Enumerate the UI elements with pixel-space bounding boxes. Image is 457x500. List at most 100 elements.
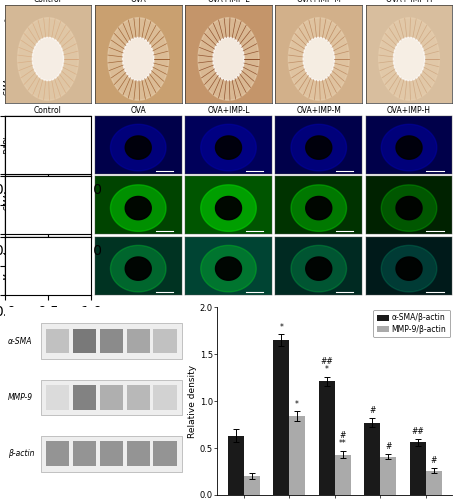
Bar [335,454,351,495]
Text: DAPI: DAPI [4,136,12,154]
Polygon shape [396,257,422,280]
Text: #: # [369,406,376,415]
Polygon shape [216,136,241,159]
Text: *: * [295,400,299,408]
FancyBboxPatch shape [100,329,123,353]
FancyBboxPatch shape [41,436,182,472]
Polygon shape [381,124,437,171]
Text: Merged: Merged [4,251,12,280]
Text: #: # [430,456,437,465]
Polygon shape [291,185,346,232]
Polygon shape [125,196,151,220]
Bar [319,382,335,495]
Polygon shape [201,246,256,292]
Text: α-SMA: α-SMA [8,336,33,345]
Polygon shape [379,18,440,100]
Title: OVA: OVA [130,0,146,4]
FancyBboxPatch shape [127,329,150,353]
FancyBboxPatch shape [100,385,123,409]
FancyBboxPatch shape [127,442,150,466]
Polygon shape [381,185,437,232]
Text: b: b [4,180,12,193]
Polygon shape [381,246,437,292]
Text: ##: ## [411,427,424,436]
Polygon shape [111,246,166,292]
FancyBboxPatch shape [154,385,177,409]
Polygon shape [20,246,76,292]
FancyBboxPatch shape [41,323,182,359]
FancyBboxPatch shape [100,442,123,466]
Text: c: c [4,468,12,480]
Bar [426,470,442,495]
Polygon shape [216,257,241,280]
Text: #: # [385,442,391,451]
Bar [380,456,396,495]
Polygon shape [396,136,422,159]
Title: OVA+IMP-L: OVA+IMP-L [207,106,250,115]
Title: Control: Control [34,0,62,4]
Legend: α-SMA/β-actin, MMP-9/β-actin: α-SMA/β-actin, MMP-9/β-actin [373,310,450,338]
Polygon shape [213,38,244,80]
Polygon shape [291,124,346,171]
Polygon shape [291,246,346,292]
Polygon shape [125,136,151,159]
Title: OVA+ IMP-H: OVA+ IMP-H [386,0,432,4]
Polygon shape [111,185,166,232]
FancyBboxPatch shape [46,442,69,466]
Title: OVA+IMP-L: OVA+IMP-L [207,0,250,4]
Polygon shape [198,18,259,100]
Polygon shape [125,257,151,280]
Polygon shape [122,38,154,80]
Title: OVA+IMP-M: OVA+IMP-M [296,0,341,4]
Title: Control: Control [34,106,62,115]
FancyBboxPatch shape [154,442,177,466]
Polygon shape [396,196,422,220]
Text: MMP-9: MMP-9 [8,393,33,402]
Polygon shape [216,196,241,220]
Bar [244,476,260,495]
Polygon shape [18,18,78,100]
Polygon shape [306,196,332,220]
Text: *: * [279,322,283,332]
Bar [289,416,305,495]
FancyBboxPatch shape [73,385,96,409]
Polygon shape [111,246,166,292]
Polygon shape [20,124,76,171]
Polygon shape [20,246,76,292]
Polygon shape [306,257,332,280]
Text: α-SMA: α-SMA [4,193,12,218]
Bar [364,422,380,495]
Bar [228,436,244,495]
FancyBboxPatch shape [46,385,69,409]
Title: OVA+IMP-H: OVA+IMP-H [387,106,431,115]
Polygon shape [108,18,169,100]
Text: ##
*: ## * [320,356,333,374]
Bar [273,340,289,495]
Polygon shape [35,257,61,280]
FancyBboxPatch shape [73,329,96,353]
Polygon shape [201,124,256,171]
Polygon shape [32,38,64,80]
Y-axis label: Relative density: Relative density [188,364,197,438]
Polygon shape [291,246,346,292]
Bar [410,442,426,495]
FancyBboxPatch shape [73,442,96,466]
Polygon shape [20,185,76,232]
Polygon shape [201,185,256,232]
FancyBboxPatch shape [127,385,150,409]
Polygon shape [201,246,256,292]
Text: α-SMA: α-SMA [4,78,12,102]
Polygon shape [288,18,349,100]
Text: β-actin: β-actin [8,449,35,458]
Title: OVA: OVA [130,106,146,115]
Polygon shape [381,246,437,292]
Polygon shape [35,136,61,159]
FancyBboxPatch shape [46,329,69,353]
Text: #
**: # ** [339,431,346,448]
FancyBboxPatch shape [154,329,177,353]
Polygon shape [303,38,335,80]
Polygon shape [35,196,61,220]
FancyBboxPatch shape [41,380,182,415]
Polygon shape [306,136,332,159]
Polygon shape [393,38,425,80]
